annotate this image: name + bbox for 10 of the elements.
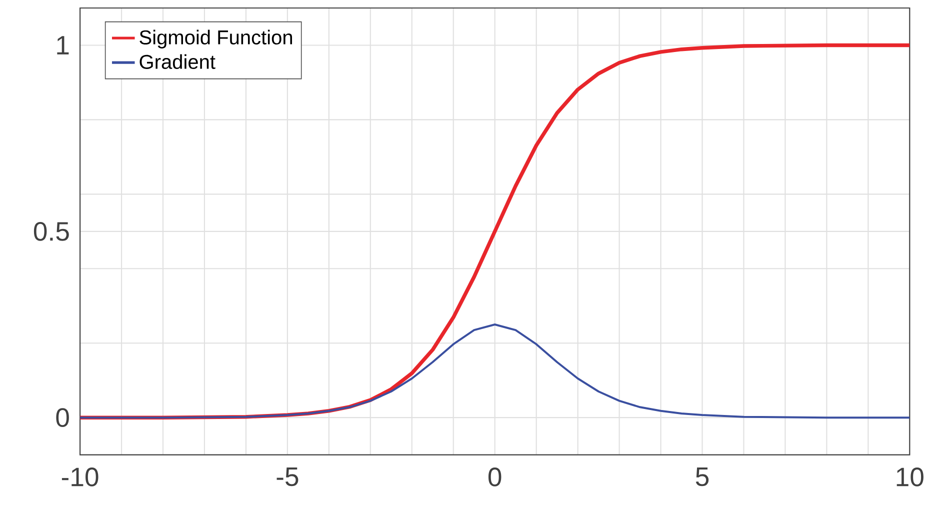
y-tick-label: 0.5: [34, 222, 69, 241]
x-tick-label: -5: [276, 468, 298, 486]
x-tick-label: 0: [488, 468, 502, 486]
legend-label: Gradient: [140, 54, 216, 70]
y-tick-label: 1: [57, 36, 69, 54]
x-tick-label: 5: [696, 468, 709, 486]
x-tick-label: -10: [62, 468, 98, 486]
legend-label: Sigmoid Function: [140, 30, 292, 49]
y-tick-label: 0: [56, 408, 69, 428]
x-tick-label: 10: [896, 468, 924, 486]
